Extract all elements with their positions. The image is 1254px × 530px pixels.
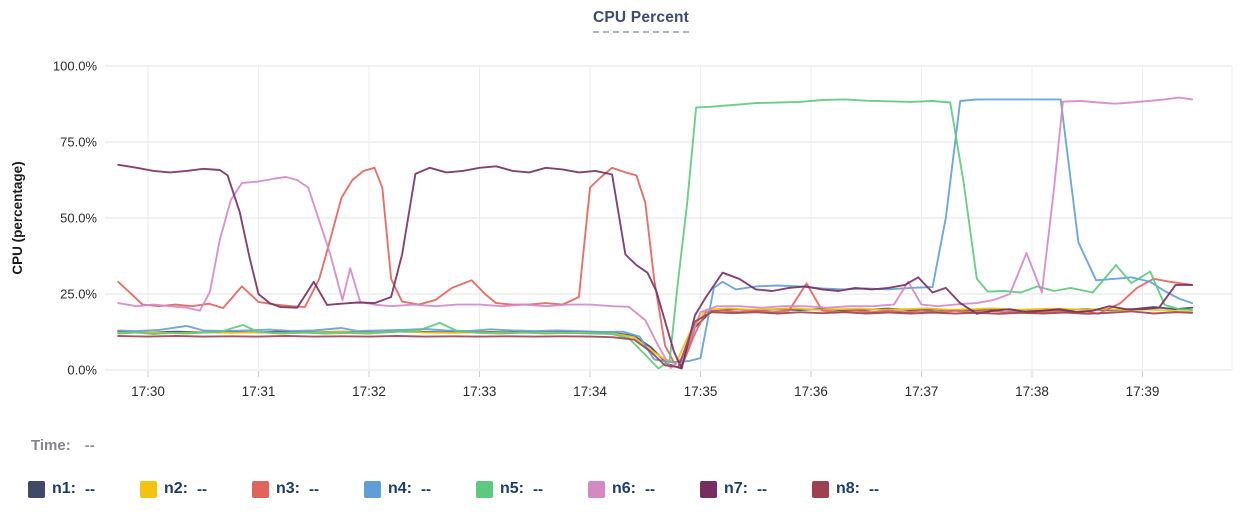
x-tick-label-17:35: 17:35 (684, 384, 718, 399)
x-tick-label-17:30: 17:30 (131, 384, 165, 399)
cpu-chart-svg[interactable]: 0.0% 25.0% 50.0% 75.0% 100.0% 17:30 17:31 17:32… (0, 0, 1254, 425)
legend-label-n1: n1: (52, 480, 76, 497)
legend-value-n5: -- (533, 480, 543, 498)
x-tick-label-17:36: 17:36 (794, 384, 828, 399)
y-tick-label-50: 50.0% (60, 211, 97, 226)
legend-swatch-n8 (812, 480, 829, 498)
legend-item-n7[interactable]: n7: -- (700, 480, 812, 498)
series-line-n3 (117, 166, 1194, 364)
legend-label-n8: n8: (836, 480, 860, 497)
time-value: -- (84, 437, 95, 454)
x-tick-label-17:32: 17:32 (352, 384, 386, 399)
series-line-n8 (117, 310, 1194, 368)
legend-item-n2[interactable]: n2: -- (140, 480, 252, 498)
series-line-n4 (117, 98, 1194, 364)
legend-item-n1[interactable]: n1: -- (28, 480, 140, 498)
legend: n1: -- n2: -- n3: -- n4: -- n5: -- n6: -- n7: -- n8: -- (28, 480, 924, 498)
series-line-n7 (117, 163, 1194, 370)
series-line-n2 (117, 307, 1194, 364)
y-tick-label-25: 25.0% (60, 287, 97, 302)
legend-label-n2: n2: (164, 480, 188, 497)
legend-value-n6: -- (645, 480, 655, 498)
legend-item-n4[interactable]: n4: -- (364, 480, 476, 498)
legend-item-n8[interactable]: n8: -- (812, 480, 924, 498)
legend-swatch-n6 (588, 480, 605, 498)
series-line-n6 (117, 96, 1194, 369)
time-label: Time: (31, 437, 71, 454)
legend-value-n7: -- (757, 480, 767, 498)
legend-label-n6: n6: (612, 480, 636, 497)
legend-value-n4: -- (421, 480, 431, 498)
legend-swatch-n5 (476, 480, 493, 498)
x-tick-label-17:38: 17:38 (1015, 384, 1049, 399)
x-tick-label-17:33: 17:33 (463, 384, 497, 399)
chart-title[interactable]: CPU Percent (592, 9, 690, 33)
legend-swatch-n3 (252, 480, 269, 498)
legend-item-n5[interactable]: n5: -- (476, 480, 588, 498)
legend-value-n1: -- (85, 480, 95, 498)
legend-value-n8: -- (869, 480, 879, 498)
series-line-n5 (117, 98, 1194, 370)
legend-swatch-n2 (140, 480, 157, 498)
legend-value-n2: -- (197, 480, 207, 498)
legend-label-n7: n7: (724, 480, 748, 497)
y-tick-label-0: 0.0% (67, 363, 97, 378)
legend-item-n3[interactable]: n3: -- (252, 480, 364, 498)
y-tick-label-100: 100.0% (53, 59, 98, 74)
legend-label-n4: n4: (388, 480, 412, 497)
legend-item-n6[interactable]: n6: -- (588, 480, 700, 498)
legend-swatch-n4 (364, 480, 381, 498)
x-tick-label-17:31: 17:31 (242, 384, 276, 399)
y-axis-title: CPU (percentage) (10, 161, 25, 274)
x-tick-label-17:39: 17:39 (1126, 384, 1160, 399)
x-tick-label-17:34: 17:34 (573, 384, 607, 399)
time-row: Time: -- (31, 437, 95, 454)
x-tick-label-17:37: 17:37 (905, 384, 939, 399)
legend-swatch-n7 (700, 480, 717, 498)
y-tick-label-75: 75.0% (60, 135, 97, 150)
legend-swatch-n1 (28, 480, 45, 498)
legend-value-n3: -- (309, 480, 319, 498)
legend-label-n3: n3: (276, 480, 300, 497)
legend-label-n5: n5: (500, 480, 524, 497)
